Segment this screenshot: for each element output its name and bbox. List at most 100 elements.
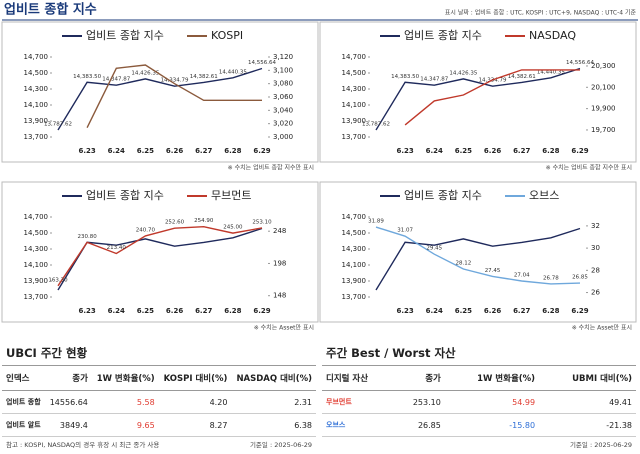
data-label: 27.04 xyxy=(514,273,530,279)
y2-tick-label: 32 xyxy=(591,222,600,230)
td: 업비트 종합 xyxy=(2,390,46,414)
y2-tick-label: 20,100 xyxy=(591,83,616,91)
data-label: 14,556.64 xyxy=(248,60,276,66)
data-label: 14,382.61 xyxy=(508,74,536,80)
y-tick-label: 14,300 xyxy=(24,85,49,93)
panel xyxy=(1,181,319,323)
index-table: UBCI 주간 현황 인덱스 종가 1W 변화율(%) KOSPI 대비(%) NASD… xyxy=(2,343,316,451)
y-tick-label: 14,100 xyxy=(24,101,49,109)
th: NASDAQ 대비(%) xyxy=(231,366,316,391)
x-tick-label: 6.27 xyxy=(195,147,212,155)
td: -21.38 xyxy=(539,413,636,437)
data-label: 26.78 xyxy=(543,275,559,281)
y-tick-label: 14,700 xyxy=(342,213,367,221)
y-tick-label: 14,100 xyxy=(342,101,367,109)
y-tick-label: 14,700 xyxy=(24,53,49,61)
x-tick-label: 6.26 xyxy=(166,147,183,155)
x-tick-label: 6.24 xyxy=(426,307,443,315)
data-label: 14,334.79 xyxy=(161,78,189,84)
data-label: 245.00 xyxy=(223,225,243,231)
legend-label: KOSPI xyxy=(211,29,243,42)
y2-tick-label: 30 xyxy=(591,244,600,252)
y-tick-label: 14,500 xyxy=(24,69,49,77)
data-label: 14,383.50 xyxy=(391,74,419,80)
data-label: 230.80 xyxy=(78,234,98,240)
td: 5.58 xyxy=(91,390,159,414)
td: 무브먼트 xyxy=(322,390,394,414)
data-label: 14,347.87 xyxy=(420,77,448,83)
y2-tick-label: 19,900 xyxy=(591,105,616,113)
chart-note: ※ 수치는 업비트 종합 지수만 표시 xyxy=(228,164,314,172)
x-tick-label: 6.29 xyxy=(253,307,270,315)
y2-tick-label: 26 xyxy=(591,289,600,297)
data-label: 31.07 xyxy=(397,228,413,234)
data-label: 252.60 xyxy=(165,220,185,226)
y2-tick-label: 3,020 xyxy=(273,120,293,128)
panel xyxy=(319,181,637,323)
y2-tick-label: 148 xyxy=(273,292,286,300)
td: 4.20 xyxy=(158,390,232,414)
table-footer: 참고 : KOSPI, NASDAQ의 경우 휴장 시 최근 종가 사용 기준일 … xyxy=(2,437,316,451)
th: KOSPI 대비(%) xyxy=(158,366,232,391)
chart-note: ※ 수치는 Asset만 표시 xyxy=(254,324,314,332)
chart-note: ※ 수치는 업비트 종합 지수만 표시 xyxy=(546,164,632,172)
data-label: 29.45 xyxy=(426,246,442,252)
series-line xyxy=(57,225,263,287)
date-note: 표시 날짜 : 업비트 종합 : UTC, KOSPI : UTC+9, NAS… xyxy=(445,9,637,17)
legend-label: 오브스 xyxy=(529,189,559,202)
y-tick-label: 14,300 xyxy=(342,85,367,93)
x-tick-label: 6.26 xyxy=(484,147,501,155)
table: 디지털 자산 종가 1W 변화율(%) UBMI 대비(%) 무브먼트 253.10 54… xyxy=(322,366,636,437)
x-tick-label: 6.23 xyxy=(79,147,96,155)
y-tick-label: 13,900 xyxy=(342,277,367,285)
data-label: 213.40 xyxy=(107,245,127,251)
series-line xyxy=(404,69,580,126)
x-tick-label: 6.28 xyxy=(542,307,559,315)
td: 54.99 xyxy=(444,390,540,414)
asset-table: 주간 Best / Worst 자산 디지털 자산 종가 1W 변화율(%) UBMI… xyxy=(322,343,636,451)
td: 253.10 xyxy=(393,390,445,414)
td: 업비트 알트 xyxy=(2,413,46,437)
x-tick-label: 6.27 xyxy=(513,147,530,155)
y-tick-label: 13,700 xyxy=(24,133,49,141)
td: 49.41 xyxy=(539,390,636,414)
x-tick-label: 6.28 xyxy=(224,307,241,315)
chart-note: ※ 수치는 Asset만 표시 xyxy=(572,324,632,332)
y-tick-label: 14,100 xyxy=(24,261,49,269)
th: 1W 변화율(%) xyxy=(444,366,540,391)
data-label: 14,347.87 xyxy=(102,77,130,83)
y2-tick-label: 19,700 xyxy=(591,126,616,134)
y2-tick-label: 3,040 xyxy=(273,106,293,114)
y2-tick-label: 20,300 xyxy=(591,62,616,70)
y2-tick-label: 3,060 xyxy=(273,93,293,101)
data-label: 28.12 xyxy=(456,261,472,267)
td: 14556.64 xyxy=(45,390,92,414)
y-tick-label: 13,900 xyxy=(24,117,49,125)
x-tick-label: 6.24 xyxy=(426,147,443,155)
data-label: 14,334.79 xyxy=(479,78,507,84)
data-label: 254.90 xyxy=(194,218,214,224)
series-line xyxy=(57,227,263,291)
series-line xyxy=(57,67,263,131)
y-tick-label: 14,500 xyxy=(342,69,367,77)
panel xyxy=(319,21,637,163)
td: 8.27 xyxy=(158,413,232,437)
th: 종가 xyxy=(45,366,92,391)
x-tick-label: 6.29 xyxy=(571,307,588,315)
y2-tick-label: 198 xyxy=(273,259,286,267)
data-label: 14,440.35 xyxy=(219,69,247,75)
table: 인덱스 종가 1W 변화율(%) KOSPI 대비(%) NASDAQ 대비(%) 업비… xyxy=(2,366,316,437)
x-tick-label: 6.24 xyxy=(108,147,125,155)
data-label: 163.30 xyxy=(48,277,68,283)
x-tick-label: 6.23 xyxy=(397,307,414,315)
data-label: 26.85 xyxy=(572,275,588,281)
y-tick-label: 13,900 xyxy=(24,277,49,285)
th: UBMI 대비(%) xyxy=(539,366,636,391)
legend-label: 업비트 종합 지수 xyxy=(404,189,482,202)
data-label: 14,556.64 xyxy=(566,60,594,66)
y-tick-label: 13,900 xyxy=(342,117,367,125)
x-tick-label: 6.27 xyxy=(513,307,530,315)
data-label: 14,382.61 xyxy=(190,74,218,80)
y-tick-label: 14,500 xyxy=(24,229,49,237)
x-tick-label: 6.23 xyxy=(397,147,414,155)
